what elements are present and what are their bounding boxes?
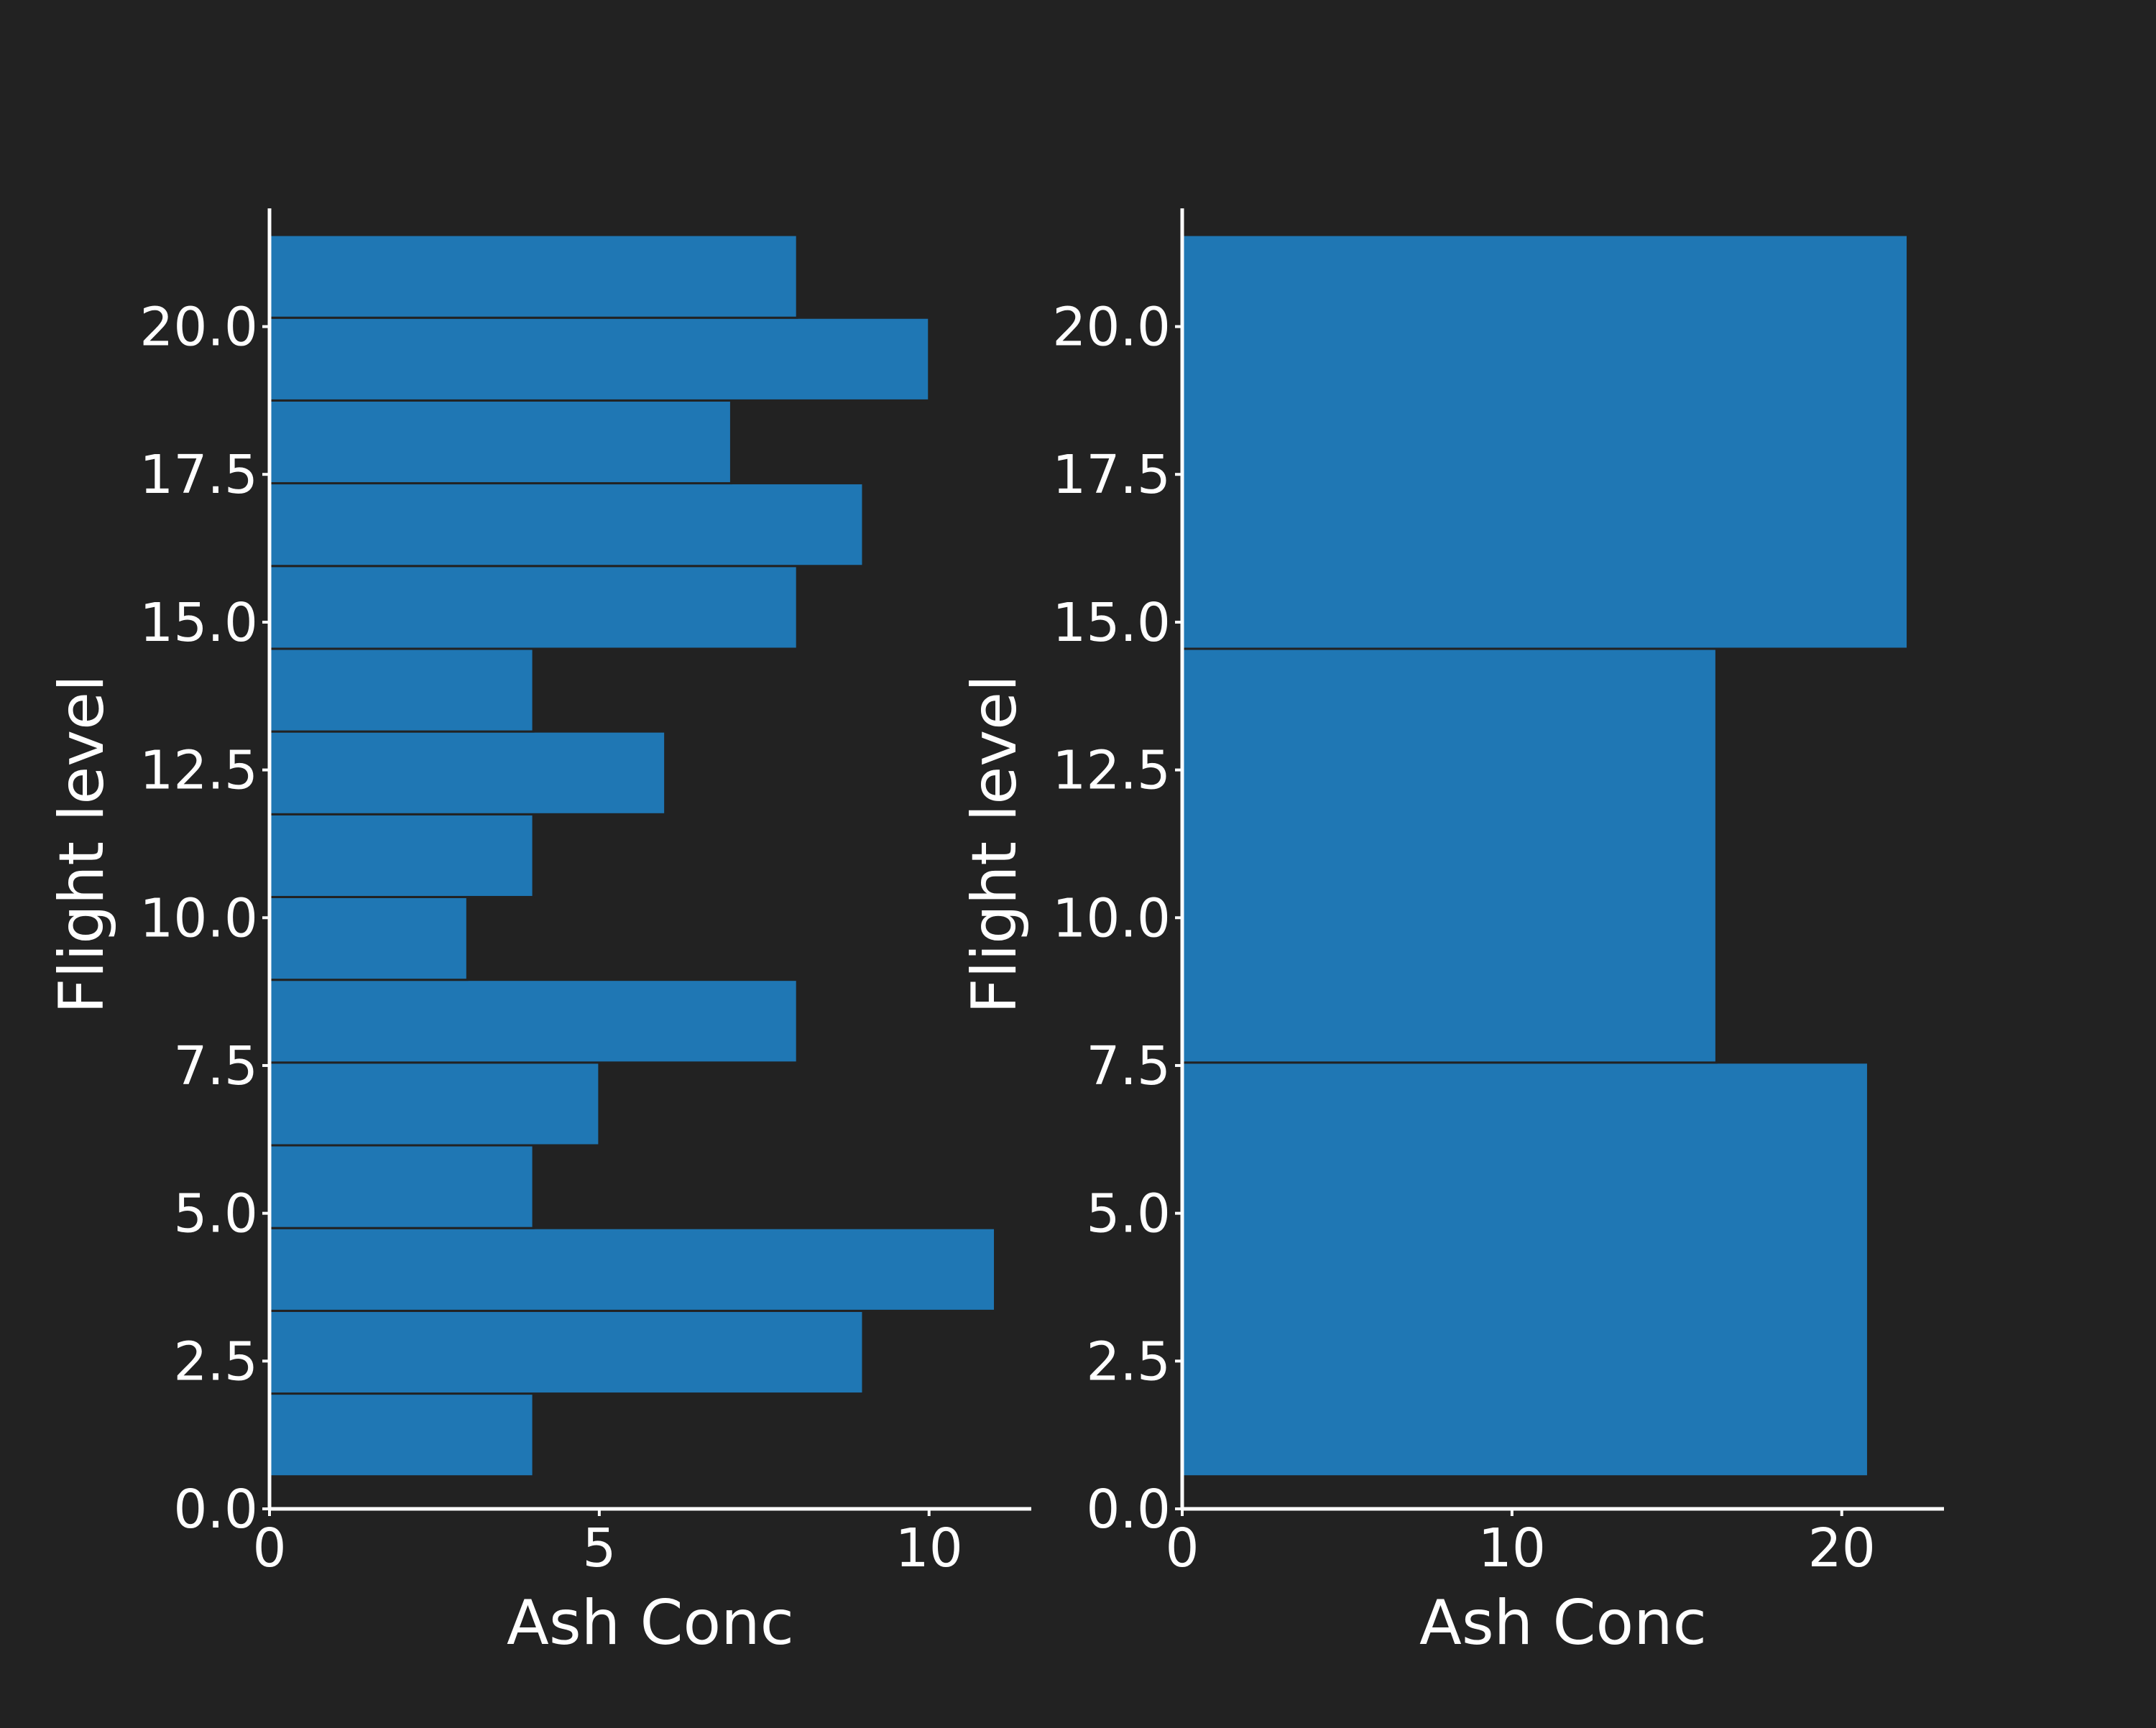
right-x-tick-label-2: 20 <box>1808 1517 1876 1579</box>
right-y-axis-label: Flight level <box>959 675 1031 1014</box>
left-bar-9 <box>268 647 535 733</box>
left-y-tick-label-8: 20.0 <box>139 297 258 359</box>
right-bar-2 <box>1181 234 1909 650</box>
right-x-axis-label: Ash Conc <box>1419 1587 1707 1659</box>
left-bar-6 <box>268 895 469 981</box>
right-y-tick-label-4: 10.0 <box>1052 887 1171 949</box>
left-bar-1 <box>268 1309 865 1395</box>
left-bar-14 <box>268 234 798 319</box>
left-y-tick-label-4: 10.0 <box>139 887 258 949</box>
left-panel: 0 5 10 0.0 2.5 5.0 7.5 10.0 12.5 15.0 17.5 20.0 Ash … <box>46 208 1031 1659</box>
left-y-tick-label-5: 12.5 <box>139 740 258 802</box>
right-y-tick-label-3: 7.5 <box>1086 1035 1171 1097</box>
left-bar-3 <box>268 1144 535 1229</box>
right-x-tick-label-1: 10 <box>1478 1517 1546 1579</box>
left-bar-11 <box>268 482 865 568</box>
right-y-tick-label-8: 20.0 <box>1052 297 1171 359</box>
right-y-tick-label-7: 17.5 <box>1052 444 1171 506</box>
left-y-tick-label-7: 17.5 <box>139 444 258 506</box>
left-x-axis-label: Ash Conc <box>507 1587 794 1659</box>
right-y-tick-label-6: 15.0 <box>1052 592 1171 654</box>
left-bar-5 <box>268 979 798 1064</box>
right-y-tick-label-5: 12.5 <box>1052 740 1171 802</box>
left-y-tick-label-6: 15.0 <box>139 592 258 654</box>
left-y-axis-label: Flight level <box>46 675 118 1014</box>
left-y-tick-label-0: 0.0 <box>173 1479 258 1540</box>
left-x-tick-label-2: 10 <box>895 1517 963 1579</box>
left-bar-12 <box>268 399 732 485</box>
left-x-tick-label-0: 0 <box>252 1517 286 1579</box>
left-bar-13 <box>268 316 931 402</box>
right-y-tick-label-0: 0.0 <box>1086 1479 1171 1540</box>
left-bar-10 <box>268 565 798 650</box>
left-bar-2 <box>268 1226 997 1312</box>
left-y-tick-label-3: 7.5 <box>173 1035 258 1097</box>
left-bar-4 <box>268 1061 601 1147</box>
left-x-tick-label-1: 5 <box>582 1517 616 1579</box>
right-y-tick-label-1: 2.5 <box>1086 1331 1171 1392</box>
left-bar-8 <box>268 730 667 816</box>
right-panel: 0 10 20 0.0 2.5 5.0 7.5 10.0 12.5 15.0 17.5 20.0 Ash… <box>959 208 1944 1659</box>
left-y-tick-label-2: 5.0 <box>173 1183 258 1245</box>
right-y-tick-label-2: 5.0 <box>1086 1183 1171 1245</box>
right-bar-1 <box>1181 647 1718 1064</box>
left-bar-7 <box>268 813 535 898</box>
right-x-tick-label-0: 0 <box>1165 1517 1199 1579</box>
left-bar-0 <box>268 1392 535 1478</box>
left-y-tick-label-1: 2.5 <box>173 1331 258 1392</box>
right-bar-0 <box>1181 1061 1869 1478</box>
